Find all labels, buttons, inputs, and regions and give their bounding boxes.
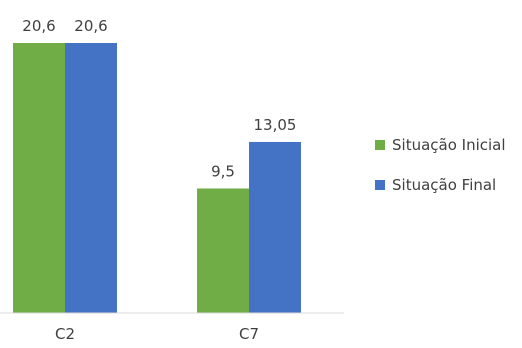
- legend-label-series-0: Situação Inicial: [392, 136, 506, 154]
- value-labels-layer: 20,6 20,6 9,5 13,05: [22, 17, 296, 180]
- data-label-c2-series-1: 20,6: [74, 17, 107, 35]
- bars-layer: [13, 43, 301, 313]
- legend-swatch-series-1: [375, 180, 385, 190]
- data-label-c7-series-0: 9,5: [211, 162, 235, 180]
- legend-swatch-series-0: [375, 140, 385, 150]
- legend-label-series-1: Situação Final: [392, 176, 496, 194]
- x-axis-tick-labels: C2 C7: [55, 325, 259, 343]
- data-label-c7-series-1: 13,05: [254, 116, 297, 134]
- bar-c7-series-0: [197, 188, 249, 313]
- x-tick-label-c7: C7: [239, 325, 259, 343]
- bar-c2-series-0: [13, 43, 65, 313]
- x-tick-label-c2: C2: [55, 325, 75, 343]
- data-label-c2-series-0: 20,6: [22, 17, 55, 35]
- legend: Situação Inicial Situação Final: [375, 136, 506, 194]
- bar-c7-series-1: [249, 141, 301, 313]
- bar-c2-series-1: [65, 43, 117, 313]
